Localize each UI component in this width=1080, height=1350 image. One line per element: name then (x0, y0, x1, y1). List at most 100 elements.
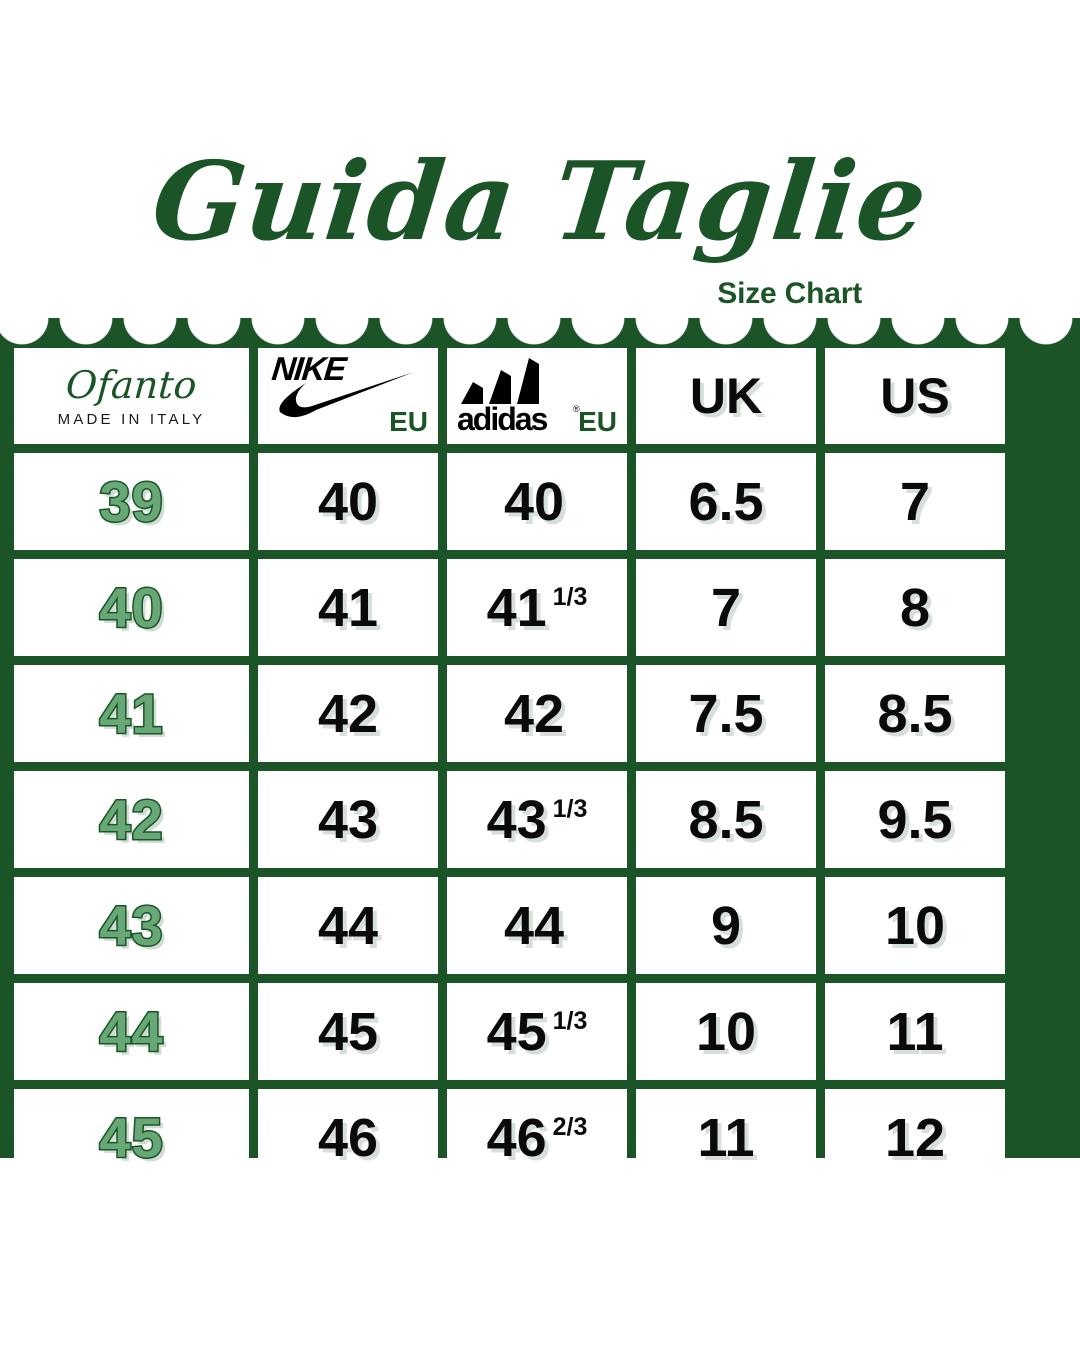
size-value-us: 7 (899, 471, 931, 532)
header-label-us: US (880, 368, 950, 424)
cell-ofanto: 43 (14, 877, 249, 974)
cell-ofanto: 45 (14, 1089, 249, 1186)
table-row: 41 42 42 7.5 8.5 (14, 665, 1066, 762)
nike-unit-label: EU (389, 406, 428, 437)
cell-uk: 7.5 (636, 665, 816, 762)
cell-adidas: 40 (447, 453, 627, 550)
size-value-us: 11 (886, 1001, 944, 1062)
cell-ofanto: 42 (14, 771, 249, 868)
size-value-us: 8 (899, 577, 931, 638)
size-value-nike: 46 (317, 1107, 379, 1168)
cell-nike: 41 (258, 559, 438, 656)
cell-us: 9.5 (825, 771, 1005, 868)
cell-uk: 10 (636, 983, 816, 1080)
size-value-ofanto: 45 (98, 1105, 164, 1169)
cell-nike: 45 (258, 983, 438, 1080)
size-value-nike: 44 (317, 895, 379, 956)
cell-nike: 46 (258, 1089, 438, 1186)
cell-ofanto: 39 (14, 453, 249, 550)
cell-us: 12 (825, 1089, 1005, 1186)
ofanto-wordmark: Ofanto (64, 362, 199, 407)
size-value-uk: 7 (710, 577, 742, 638)
table-row: 43 44 44 9 10 (14, 877, 1066, 974)
header-cell-ofanto: Ofanto MADE IN ITALY (14, 348, 249, 444)
header-cell-nike: NIKE EU (258, 348, 438, 444)
size-fraction-adidas: 2/3 (552, 1112, 588, 1141)
page-title: Guida Taglie (146, 139, 934, 265)
adidas-unit-label: EU (578, 406, 617, 437)
ofanto-tagline: MADE IN ITALY (57, 410, 206, 428)
cell-adidas: 45 1/3 (447, 983, 627, 1080)
cell-nike: 40 (258, 453, 438, 550)
cell-adidas: 46 2/3 (447, 1089, 627, 1186)
size-value-uk: 8.5 (688, 789, 764, 850)
size-value-ofanto: 44 (98, 999, 164, 1063)
size-value-adidas: 45 (486, 1001, 547, 1062)
cell-nike: 44 (258, 877, 438, 974)
table-header-row: Ofanto MADE IN ITALY NIKE EU adidas ® EU… (14, 348, 1066, 444)
size-value-nike: 40 (317, 471, 379, 532)
size-value-ofanto: 40 (98, 575, 164, 639)
ofanto-logo: Ofanto MADE IN ITALY (57, 362, 206, 428)
adidas-registered-mark: ® (573, 404, 580, 414)
nike-wordmark: NIKE (270, 350, 347, 387)
size-value-uk: 6.5 (688, 471, 764, 532)
table-row: 44 45 45 1/3 10 11 (14, 983, 1066, 1080)
header-cell-uk: UK (636, 348, 816, 444)
cell-us: 11 (825, 983, 1005, 1080)
cell-uk: 9 (636, 877, 816, 974)
size-value-adidas: 40 (503, 471, 565, 532)
cell-uk: 11 (636, 1089, 816, 1186)
cell-uk: 6.5 (636, 453, 816, 550)
cell-uk: 7 (636, 559, 816, 656)
size-value-us: 8.5 (877, 683, 953, 744)
cell-nike: 43 (258, 771, 438, 868)
size-value-nike: 41 (317, 577, 379, 638)
table-row: 42 43 43 1/3 8.5 9.5 (14, 771, 1066, 868)
cell-adidas: 43 1/3 (447, 771, 627, 868)
size-value-us: 9.5 (877, 789, 953, 850)
table-row: 40 41 41 1/3 7 8 (14, 559, 1066, 656)
size-value-uk: 9 (710, 895, 742, 956)
header-cell-us: US (825, 348, 1005, 444)
size-value-nike: 42 (317, 683, 379, 744)
size-value-ofanto: 43 (98, 893, 164, 957)
size-value-nike: 43 (317, 789, 379, 850)
size-value-us: 10 (884, 895, 946, 956)
cell-adidas: 44 (447, 877, 627, 974)
size-fraction-adidas: 1/3 (552, 582, 588, 611)
cell-uk: 8.5 (636, 771, 816, 868)
cell-adidas: 41 1/3 (447, 559, 627, 656)
size-value-ofanto: 42 (98, 787, 164, 851)
cell-ofanto: 40 (14, 559, 249, 656)
size-value-adidas: 46 (486, 1107, 547, 1168)
size-value-adidas: 43 (486, 789, 547, 850)
size-value-adidas: 44 (503, 895, 565, 956)
size-value-adidas: 42 (503, 683, 565, 744)
header-cell-adidas: adidas ® EU (447, 348, 627, 444)
size-value-nike: 45 (317, 1001, 379, 1062)
cell-ofanto: 41 (14, 665, 249, 762)
adidas-wordmark: adidas (457, 401, 548, 437)
size-value-uk: 7.5 (688, 683, 764, 744)
title-block: Guida Taglie Size Chart (0, 0, 1080, 318)
size-value-ofanto: 41 (98, 681, 164, 745)
nike-swoosh-icon (279, 372, 414, 418)
size-chart-table: Ofanto MADE IN ITALY NIKE EU adidas ® EU… (14, 348, 1066, 1186)
cell-nike: 42 (258, 665, 438, 762)
cell-adidas: 42 (447, 665, 627, 762)
size-value-ofanto: 39 (98, 469, 164, 533)
size-value-adidas: 41 (486, 577, 547, 638)
adidas-three-bars-icon (461, 358, 539, 404)
header-label-uk: UK (689, 368, 763, 424)
size-value-uk: 10 (695, 1001, 757, 1062)
size-fraction-adidas: 1/3 (552, 1006, 588, 1035)
size-fraction-adidas: 1/3 (552, 794, 588, 823)
page-subtitle: Size Chart (717, 277, 862, 310)
table-row: 45 46 46 2/3 11 12 (14, 1089, 1066, 1186)
cell-us: 10 (825, 877, 1005, 974)
cell-us: 8 (825, 559, 1005, 656)
table-row: 39 40 40 6.5 7 (14, 453, 1066, 550)
cell-ofanto: 44 (14, 983, 249, 1080)
size-value-uk: 11 (697, 1107, 755, 1168)
